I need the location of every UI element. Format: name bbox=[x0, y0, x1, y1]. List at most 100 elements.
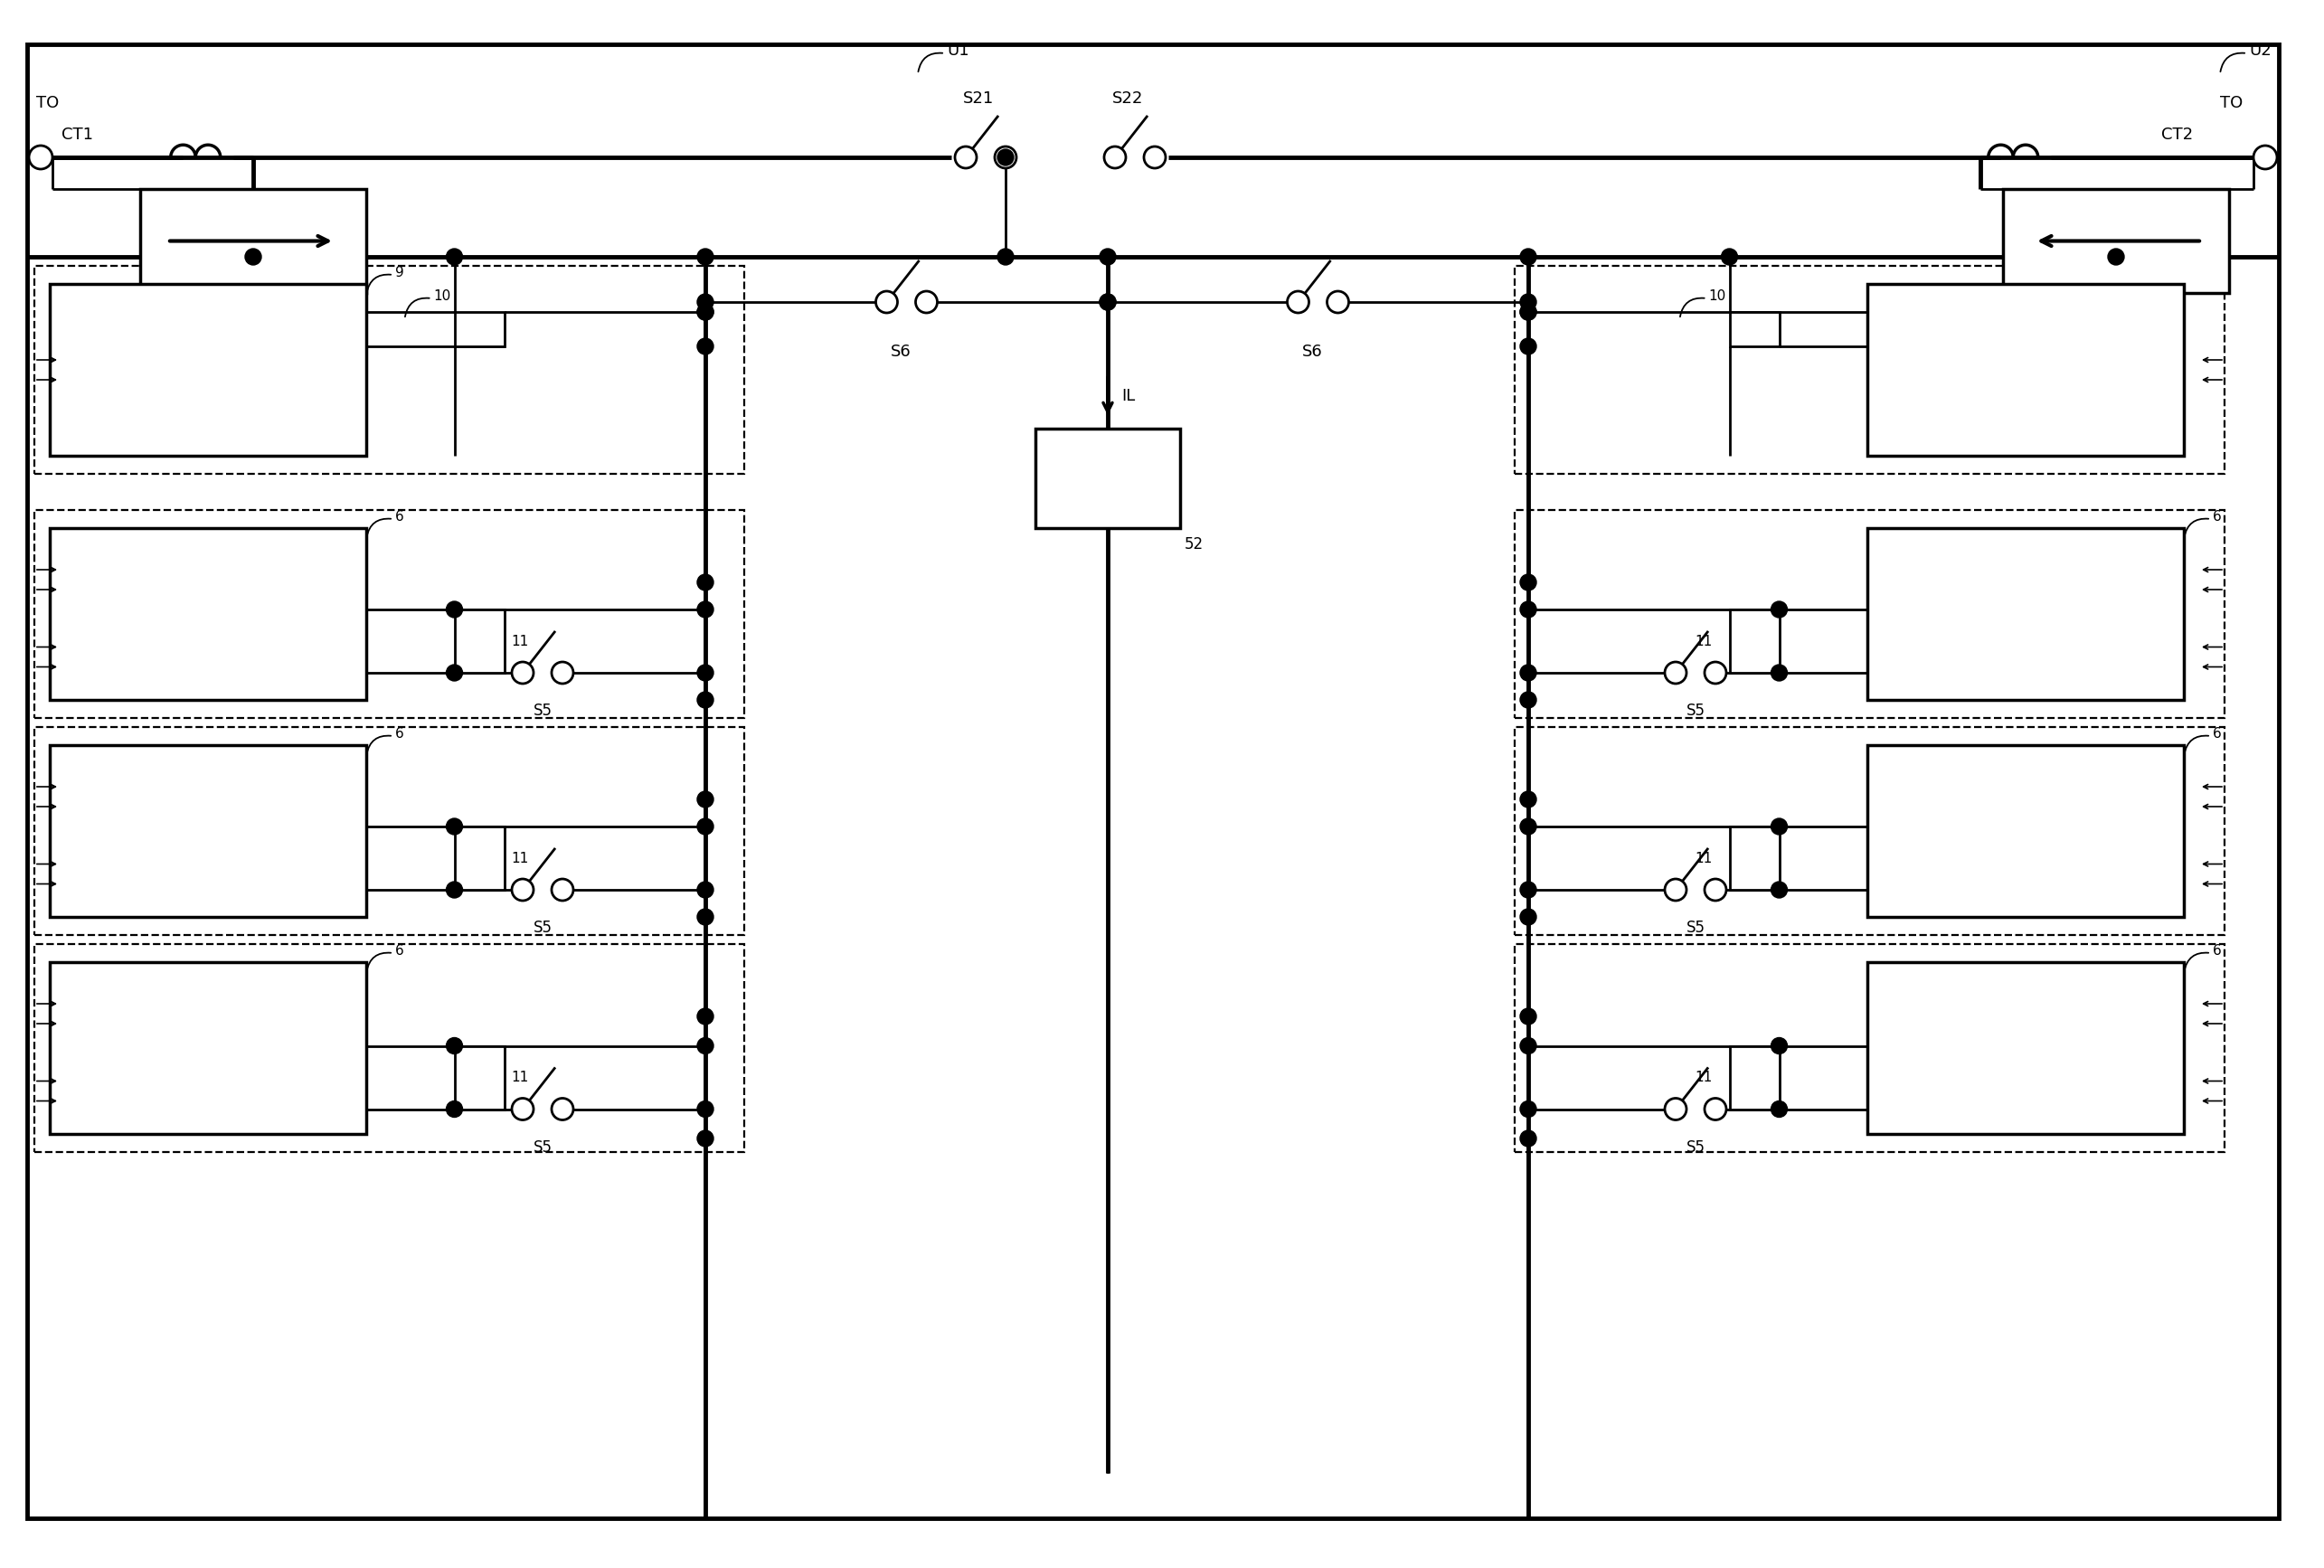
Circle shape bbox=[1520, 1131, 1536, 1146]
Circle shape bbox=[1143, 146, 1167, 168]
Circle shape bbox=[1520, 665, 1536, 681]
Circle shape bbox=[1099, 293, 1116, 310]
Circle shape bbox=[511, 880, 535, 900]
Circle shape bbox=[1771, 1101, 1787, 1118]
Circle shape bbox=[697, 691, 713, 709]
Bar bbox=[35, 267, 744, 474]
Circle shape bbox=[551, 662, 574, 684]
Bar bbox=[1868, 963, 2185, 1134]
Circle shape bbox=[1520, 293, 1536, 310]
Text: 控制电路: 控制电路 bbox=[1885, 397, 1924, 412]
Text: U1: U1 bbox=[946, 42, 969, 58]
Circle shape bbox=[1771, 665, 1787, 681]
Text: TO: TO bbox=[2219, 96, 2243, 111]
Bar bbox=[49, 284, 367, 456]
Text: 6: 6 bbox=[2212, 944, 2222, 956]
Text: I2: I2 bbox=[2152, 260, 2166, 276]
Circle shape bbox=[697, 909, 713, 925]
Circle shape bbox=[697, 602, 713, 618]
Circle shape bbox=[1703, 1098, 1727, 1120]
Text: S22: S22 bbox=[1113, 91, 1143, 107]
Circle shape bbox=[997, 249, 1013, 265]
Circle shape bbox=[1520, 304, 1536, 320]
Text: U2: U2 bbox=[2250, 42, 2271, 58]
Bar bbox=[1868, 745, 2185, 917]
Circle shape bbox=[1287, 292, 1308, 314]
Bar bbox=[49, 745, 367, 917]
Circle shape bbox=[697, 293, 713, 310]
Text: 52: 52 bbox=[1185, 536, 1204, 552]
Circle shape bbox=[1520, 691, 1536, 709]
Text: PM1: PM1 bbox=[81, 580, 123, 597]
Circle shape bbox=[446, 881, 462, 898]
Circle shape bbox=[697, 1101, 713, 1118]
Text: PM3: PM3 bbox=[81, 1013, 123, 1030]
Circle shape bbox=[1327, 292, 1348, 314]
Text: S5: S5 bbox=[535, 920, 553, 936]
Circle shape bbox=[1520, 602, 1536, 618]
Text: 控制电路: 控制电路 bbox=[1885, 858, 1924, 873]
Circle shape bbox=[1099, 293, 1116, 310]
Circle shape bbox=[697, 339, 713, 354]
Circle shape bbox=[1099, 249, 1116, 265]
Bar bbox=[1729, 1046, 1780, 1109]
Text: 6: 6 bbox=[395, 944, 404, 956]
Bar bbox=[1729, 610, 1780, 673]
Circle shape bbox=[1771, 1038, 1787, 1054]
Bar bbox=[35, 944, 744, 1152]
Circle shape bbox=[916, 292, 937, 314]
Circle shape bbox=[697, 1008, 713, 1024]
Bar bbox=[1515, 728, 2224, 935]
Text: BM: BM bbox=[81, 336, 112, 353]
Circle shape bbox=[2254, 146, 2278, 169]
Bar bbox=[456, 610, 504, 673]
Bar bbox=[1868, 528, 2185, 699]
Circle shape bbox=[697, 1131, 713, 1146]
Text: 控制电路: 控制电路 bbox=[1885, 1074, 1924, 1091]
Text: 11: 11 bbox=[1694, 851, 1713, 866]
Text: 9: 9 bbox=[395, 265, 404, 279]
Text: S6: S6 bbox=[1301, 343, 1322, 361]
Bar bbox=[49, 528, 367, 699]
Circle shape bbox=[1520, 1008, 1536, 1024]
Circle shape bbox=[1520, 574, 1536, 591]
Circle shape bbox=[697, 249, 713, 265]
Text: 11: 11 bbox=[511, 635, 530, 648]
Bar bbox=[1515, 510, 2224, 718]
Circle shape bbox=[697, 1038, 713, 1054]
Text: 11: 11 bbox=[511, 1071, 530, 1083]
Circle shape bbox=[446, 1101, 462, 1118]
Circle shape bbox=[28, 146, 53, 169]
Circle shape bbox=[1520, 249, 1536, 265]
Text: 控制电路: 控制电路 bbox=[67, 640, 107, 657]
Text: 负载: 负载 bbox=[1097, 470, 1118, 488]
Bar bbox=[2003, 190, 2229, 293]
Circle shape bbox=[876, 292, 897, 314]
Circle shape bbox=[997, 149, 1013, 166]
Text: I1: I1 bbox=[200, 260, 214, 276]
Text: 6: 6 bbox=[395, 726, 404, 740]
Circle shape bbox=[1703, 662, 1727, 684]
Circle shape bbox=[446, 818, 462, 834]
Circle shape bbox=[697, 574, 713, 591]
Text: S5: S5 bbox=[1687, 1138, 1706, 1156]
Circle shape bbox=[1520, 339, 1536, 354]
Circle shape bbox=[1520, 792, 1536, 808]
Text: 6: 6 bbox=[395, 510, 404, 524]
Circle shape bbox=[1520, 909, 1536, 925]
Text: 11: 11 bbox=[1694, 1071, 1713, 1083]
Text: TO: TO bbox=[37, 96, 58, 111]
Circle shape bbox=[1664, 1098, 1687, 1120]
Text: 控制电路: 控制电路 bbox=[67, 858, 107, 873]
Circle shape bbox=[697, 304, 713, 320]
Bar bbox=[456, 1046, 504, 1109]
Bar bbox=[49, 963, 367, 1134]
Circle shape bbox=[551, 1098, 574, 1120]
Circle shape bbox=[1520, 1038, 1536, 1054]
Text: S6: S6 bbox=[890, 343, 911, 361]
Bar bbox=[1729, 312, 1780, 347]
Bar bbox=[456, 826, 504, 889]
Circle shape bbox=[446, 1038, 462, 1054]
Circle shape bbox=[1771, 602, 1787, 618]
Circle shape bbox=[697, 304, 713, 320]
